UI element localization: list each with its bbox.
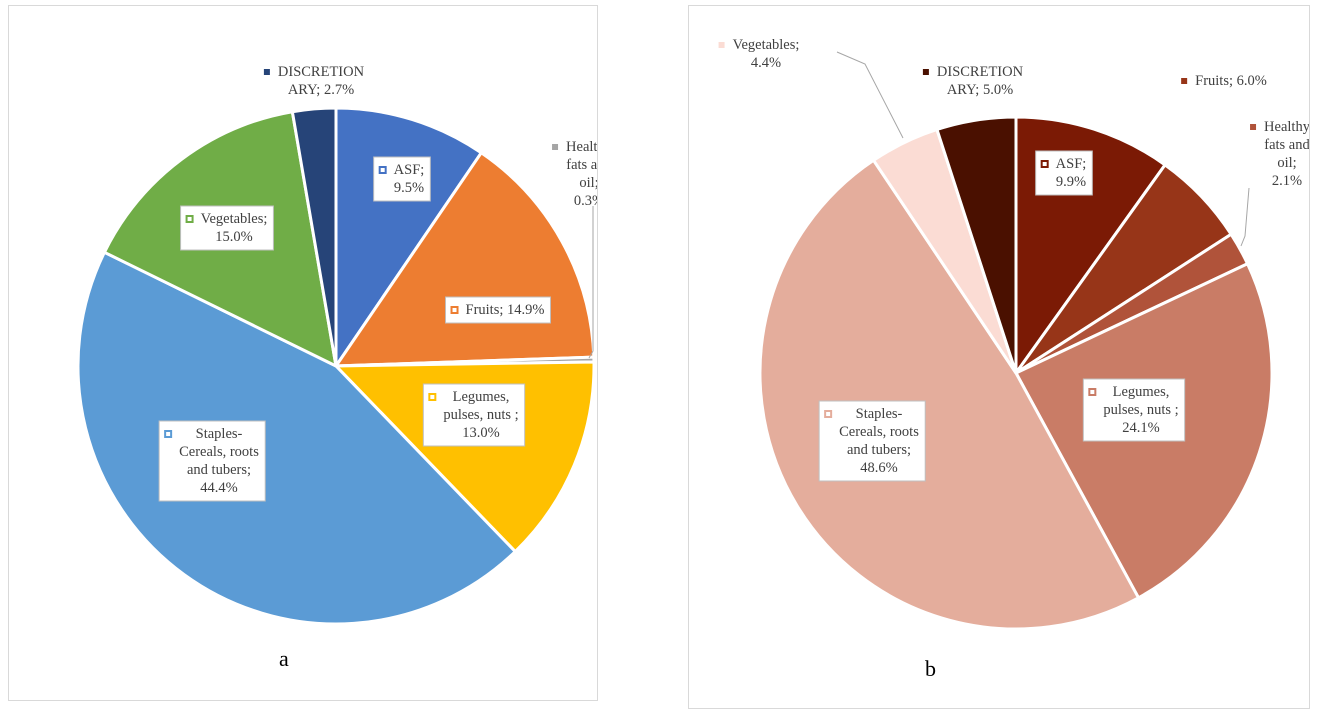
- legend-key: [428, 393, 437, 401]
- legend-key: [450, 306, 459, 314]
- legend-key: [718, 42, 725, 48]
- leader-line: [836, 51, 904, 139]
- legend-key: [1250, 124, 1257, 130]
- slice-label: Fruits; 6.0%: [1181, 73, 1267, 89]
- slice-label-text: ASF; 9.5%: [394, 162, 425, 196]
- legend-key: [378, 166, 387, 174]
- slice-label: Vegetables; 15.0%: [180, 205, 274, 251]
- slice-label: ASF; 9.9%: [1035, 150, 1093, 196]
- pie-slice: [935, 115, 1018, 375]
- legend-key: [1040, 160, 1049, 168]
- label-box: [445, 296, 551, 324]
- legend-key: [824, 410, 833, 418]
- slice-label-text: Healthy fats and oil; 2.1%: [1264, 119, 1310, 189]
- pie-slice: [758, 158, 1141, 631]
- slice-label-text: Legumes, pulses, nuts ; 24.1%: [1103, 384, 1178, 436]
- slice-label-text: ASF; 9.9%: [1056, 156, 1087, 190]
- legend-key: [552, 144, 559, 150]
- slice-label-text: DISCRETION ARY; 2.7%: [278, 64, 365, 98]
- slice-label: Vegetables; 4.4%: [718, 37, 800, 71]
- leader-line: [1240, 187, 1250, 247]
- pie-slice: [334, 360, 596, 554]
- slice-label-text: Fruits; 14.9%: [466, 302, 545, 318]
- slice-label: Legumes, pulses, nuts ; 24.1%: [1082, 378, 1186, 442]
- slice-label: DISCRETION ARY; 5.0%: [922, 64, 1024, 98]
- slice-label: DISCRETION ARY; 2.7%: [263, 64, 365, 98]
- leader-line: [588, 206, 594, 359]
- pie-slice: [76, 250, 517, 626]
- slice-label: Fruits; 14.9%: [445, 296, 551, 324]
- slice-label-text: Fruits; 6.0%: [1195, 73, 1267, 89]
- pie-slice: [290, 106, 338, 368]
- legend-key: [164, 430, 173, 438]
- slice-label-text: Vegetables; 4.4%: [733, 37, 800, 71]
- label-box: [158, 420, 266, 502]
- slice-label: Staples-Cereals, roots and tubers; 48.6%: [818, 400, 926, 482]
- slice-label-text: Staples-Cereals, roots and tubers; 48.6%: [839, 406, 919, 476]
- label-box: [422, 383, 526, 447]
- legend-key: [185, 215, 194, 223]
- label-box: [373, 156, 431, 202]
- slice-label: Healthy fats and oil; 2.1%: [1250, 119, 1310, 189]
- legend-key: [922, 69, 929, 75]
- label-box: [1082, 378, 1186, 442]
- pie-slice: [334, 106, 483, 368]
- label-box: [180, 205, 274, 251]
- legend-key: [263, 69, 270, 75]
- pie-chart-b-panel: ASF; 9.9% Fruits; 6.0% Healthy fats and oil; 2…: [688, 5, 1310, 709]
- panel-label-b: b: [925, 656, 936, 681]
- legend-key: [1088, 388, 1097, 396]
- legend-key: [1181, 78, 1188, 84]
- slice-label-text: Legumes, pulses, nuts ; 13.0%: [443, 389, 518, 441]
- slice-label: Legumes, pulses, nuts ; 13.0%: [422, 383, 526, 447]
- slice-label-text: Staples-Cereals, roots and tubers; 44.4%: [179, 426, 259, 496]
- label-box: [818, 400, 926, 482]
- slice-label: Staples-Cereals, roots and tubers; 44.4%: [158, 420, 266, 502]
- slice-label: ASF; 9.5%: [373, 156, 431, 202]
- panel-label-a: a: [279, 646, 289, 671]
- pie-chart-b: ASF; 9.9% Fruits; 6.0% Healthy fats and oil; 2…: [718, 37, 1310, 631]
- slice-label-text: DISCRETION ARY; 5.0%: [937, 64, 1024, 98]
- label-box: [1035, 150, 1093, 196]
- slice-label-text: Vegetables; 15.0%: [201, 211, 268, 245]
